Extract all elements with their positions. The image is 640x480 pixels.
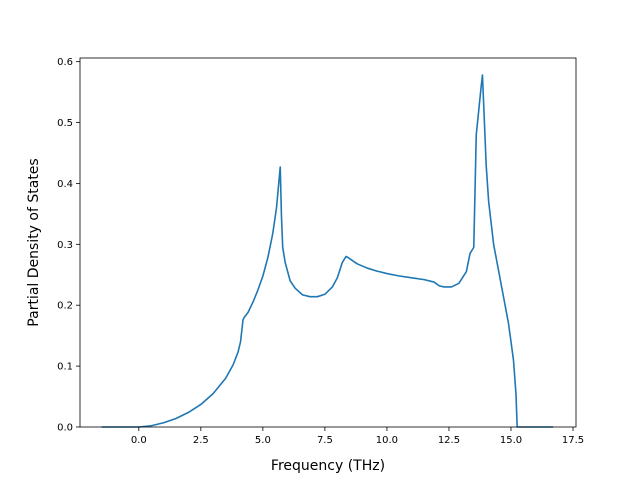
- y-tick-label: 0.1: [57, 362, 73, 373]
- y-tick-label: 0.5: [57, 118, 73, 129]
- x-axis-label: Frequency (THz): [271, 458, 385, 474]
- x-tick-label: 17.5: [562, 435, 584, 446]
- plot-line-layer: [101, 74, 554, 428]
- series-line-0: [101, 74, 554, 428]
- x-tick-label: 10.0: [376, 435, 398, 446]
- x-tick-label: 15.0: [500, 435, 522, 446]
- y-tick-label: 0.6: [57, 57, 73, 68]
- y-tick-label: 0.0: [57, 423, 73, 434]
- x-axis-ticks: 0.0 2.5 5.0 7.5 10.0 12.5 15.0 17.5: [131, 427, 584, 446]
- x-tick-label: 2.5: [193, 435, 209, 446]
- y-tick-label: 0.2: [57, 301, 73, 312]
- y-tick-label: 0.3: [57, 240, 73, 251]
- y-axis-label: Partial Density of States: [26, 158, 42, 326]
- x-tick-label: 0.0: [131, 435, 147, 446]
- plot-frame: [79, 57, 577, 428]
- x-tick-label: 5.0: [255, 435, 271, 446]
- x-tick-label: 12.5: [438, 435, 460, 446]
- x-tick-label: 7.5: [317, 435, 333, 446]
- y-tick-label: 0.4: [57, 179, 73, 190]
- y-axis-ticks: 0.0 0.1 0.2 0.3 0.4 0.5 0.6: [57, 57, 80, 434]
